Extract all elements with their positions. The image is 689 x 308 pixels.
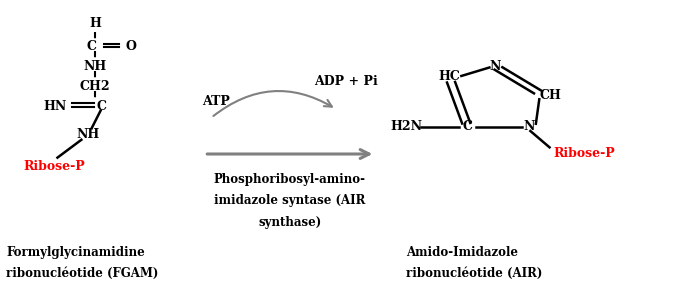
Text: H2N: H2N xyxy=(390,120,422,133)
Text: NH: NH xyxy=(76,128,100,141)
Text: O: O xyxy=(125,40,136,53)
Text: ATP: ATP xyxy=(203,95,230,107)
Text: Phosphoribosyl-amino-: Phosphoribosyl-amino- xyxy=(214,173,366,186)
Text: Ribose-P: Ribose-P xyxy=(23,160,85,172)
Text: Ribose-P: Ribose-P xyxy=(553,147,615,160)
Text: Amido-Imidazole: Amido-Imidazole xyxy=(406,246,518,259)
Text: ribonucléotide (AIR): ribonucléotide (AIR) xyxy=(406,267,542,280)
Text: N: N xyxy=(524,120,535,133)
Text: NH: NH xyxy=(83,60,107,73)
Text: synthase): synthase) xyxy=(258,216,322,229)
Text: N: N xyxy=(489,60,500,73)
Text: Formylglycinamidine: Formylglycinamidine xyxy=(6,246,145,259)
Text: HN: HN xyxy=(44,100,67,113)
Text: ribonucléotide (FGAM): ribonucléotide (FGAM) xyxy=(6,267,158,280)
Text: HC: HC xyxy=(438,70,460,83)
Text: C: C xyxy=(462,120,473,133)
Text: C: C xyxy=(97,100,107,113)
Text: C: C xyxy=(87,40,96,53)
Text: ADP + Pi: ADP + Pi xyxy=(313,75,378,88)
Text: CH2: CH2 xyxy=(80,80,110,93)
Text: H: H xyxy=(89,18,101,30)
Text: CH: CH xyxy=(540,88,562,102)
Text: imidazole syntase (AIR: imidazole syntase (AIR xyxy=(214,194,365,207)
